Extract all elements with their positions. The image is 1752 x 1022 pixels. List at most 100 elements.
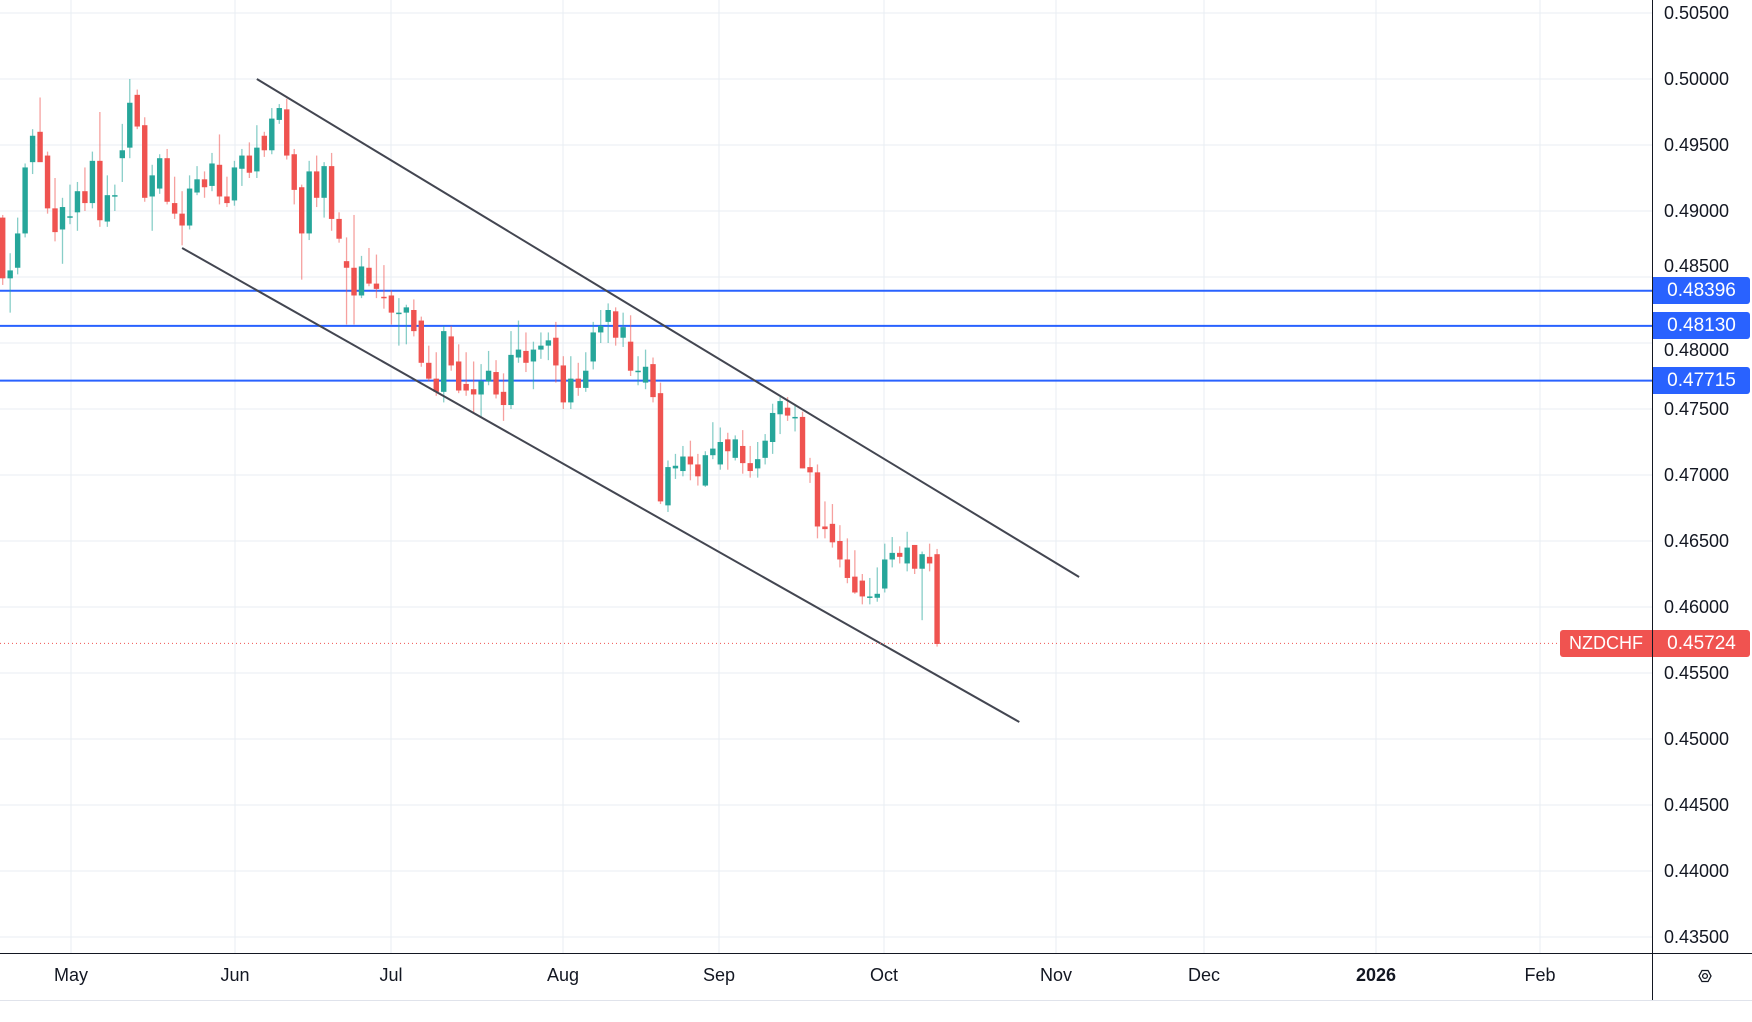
candle-body — [732, 439, 738, 458]
symbol-label: NZDCHF — [1560, 629, 1652, 657]
candle — [553, 321, 559, 383]
candle — [209, 152, 215, 192]
candle-body — [74, 191, 81, 213]
candle-body — [717, 442, 723, 465]
candle — [7, 253, 13, 313]
price-tick-label: 0.46000 — [1664, 597, 1730, 617]
candle — [194, 166, 200, 196]
candle-body — [246, 155, 253, 173]
candle — [568, 356, 574, 409]
candle — [560, 356, 567, 409]
candle — [433, 352, 439, 396]
price-axis-border — [1652, 0, 1653, 1000]
candle — [717, 427, 723, 470]
price-tick-label: 0.43500 — [1664, 927, 1730, 947]
candle-body — [291, 154, 297, 190]
candle-body — [695, 464, 701, 477]
candle — [575, 362, 581, 396]
candle — [59, 197, 66, 264]
candle-body — [799, 416, 806, 469]
candle-body — [411, 310, 417, 332]
candle — [657, 382, 664, 505]
horizontal-line-price-label: 0.47715 — [1653, 367, 1750, 395]
candle-body — [186, 188, 193, 226]
candle — [485, 350, 492, 386]
settings-icon[interactable] — [1693, 964, 1717, 988]
candle — [358, 255, 365, 299]
candle-body — [306, 171, 312, 234]
time-tick-label: 2026 — [1355, 965, 1397, 985]
candle — [822, 501, 828, 539]
candle-body — [754, 459, 761, 469]
candle-body — [568, 378, 574, 403]
price-tick-label: 0.48000 — [1664, 340, 1730, 361]
candle — [37, 97, 43, 163]
candle-body — [149, 175, 155, 197]
candle — [859, 574, 866, 605]
candle — [381, 265, 387, 309]
candle-body — [553, 337, 559, 366]
candle-body — [859, 580, 866, 597]
candle-body — [336, 218, 342, 239]
candle — [665, 460, 671, 512]
candle-body — [142, 125, 148, 198]
candle-body — [904, 547, 910, 564]
price-chart[interactable] — [0, 0, 1652, 953]
candle-body — [448, 336, 454, 366]
horizontal-lines — [0, 289, 1652, 382]
candle — [934, 548, 940, 647]
candle — [239, 148, 245, 186]
candle-body — [37, 131, 43, 163]
candle-body — [328, 166, 335, 219]
candle — [904, 531, 910, 572]
candle — [448, 325, 454, 371]
candle-body — [89, 160, 96, 204]
candle — [762, 434, 768, 465]
candle-body — [897, 552, 903, 557]
candle — [687, 440, 694, 481]
candle — [112, 184, 118, 211]
candle — [672, 453, 679, 479]
candle-body — [575, 378, 581, 388]
candle-body — [388, 295, 395, 313]
candle — [530, 341, 537, 390]
candle-body — [612, 311, 619, 338]
candle-body — [119, 150, 125, 159]
candle — [14, 217, 21, 275]
candle-body — [867, 596, 873, 598]
candle-body — [426, 362, 432, 379]
candle — [52, 178, 58, 242]
candle — [926, 543, 933, 572]
upper-channel-trendline — [256, 78, 1080, 578]
candle — [373, 254, 380, 299]
candle — [455, 344, 462, 394]
candle-body — [269, 118, 275, 151]
candle — [231, 160, 238, 206]
candle-body — [500, 391, 507, 406]
candle-body — [792, 416, 798, 419]
candle — [814, 464, 821, 539]
candle — [470, 361, 477, 413]
candle — [493, 360, 499, 399]
candle — [627, 315, 634, 376]
candle-body — [837, 541, 843, 560]
candle-body — [934, 554, 940, 644]
price-tick-label: 0.47500 — [1664, 399, 1730, 419]
candle — [792, 405, 798, 432]
candle — [74, 181, 81, 231]
price-tick-label: 0.50000 — [1664, 69, 1730, 89]
candle — [740, 430, 746, 474]
time-tick-label: Jun — [220, 965, 250, 985]
candle-body — [919, 554, 925, 569]
candle-body — [665, 467, 671, 506]
candle-body — [201, 179, 208, 188]
candle — [874, 567, 880, 602]
candle — [441, 325, 447, 403]
candle — [396, 298, 402, 346]
candle — [650, 357, 656, 403]
candle-body — [874, 593, 880, 598]
candle — [844, 538, 851, 584]
candle — [343, 237, 350, 325]
candle — [313, 155, 320, 208]
candle — [216, 134, 223, 205]
